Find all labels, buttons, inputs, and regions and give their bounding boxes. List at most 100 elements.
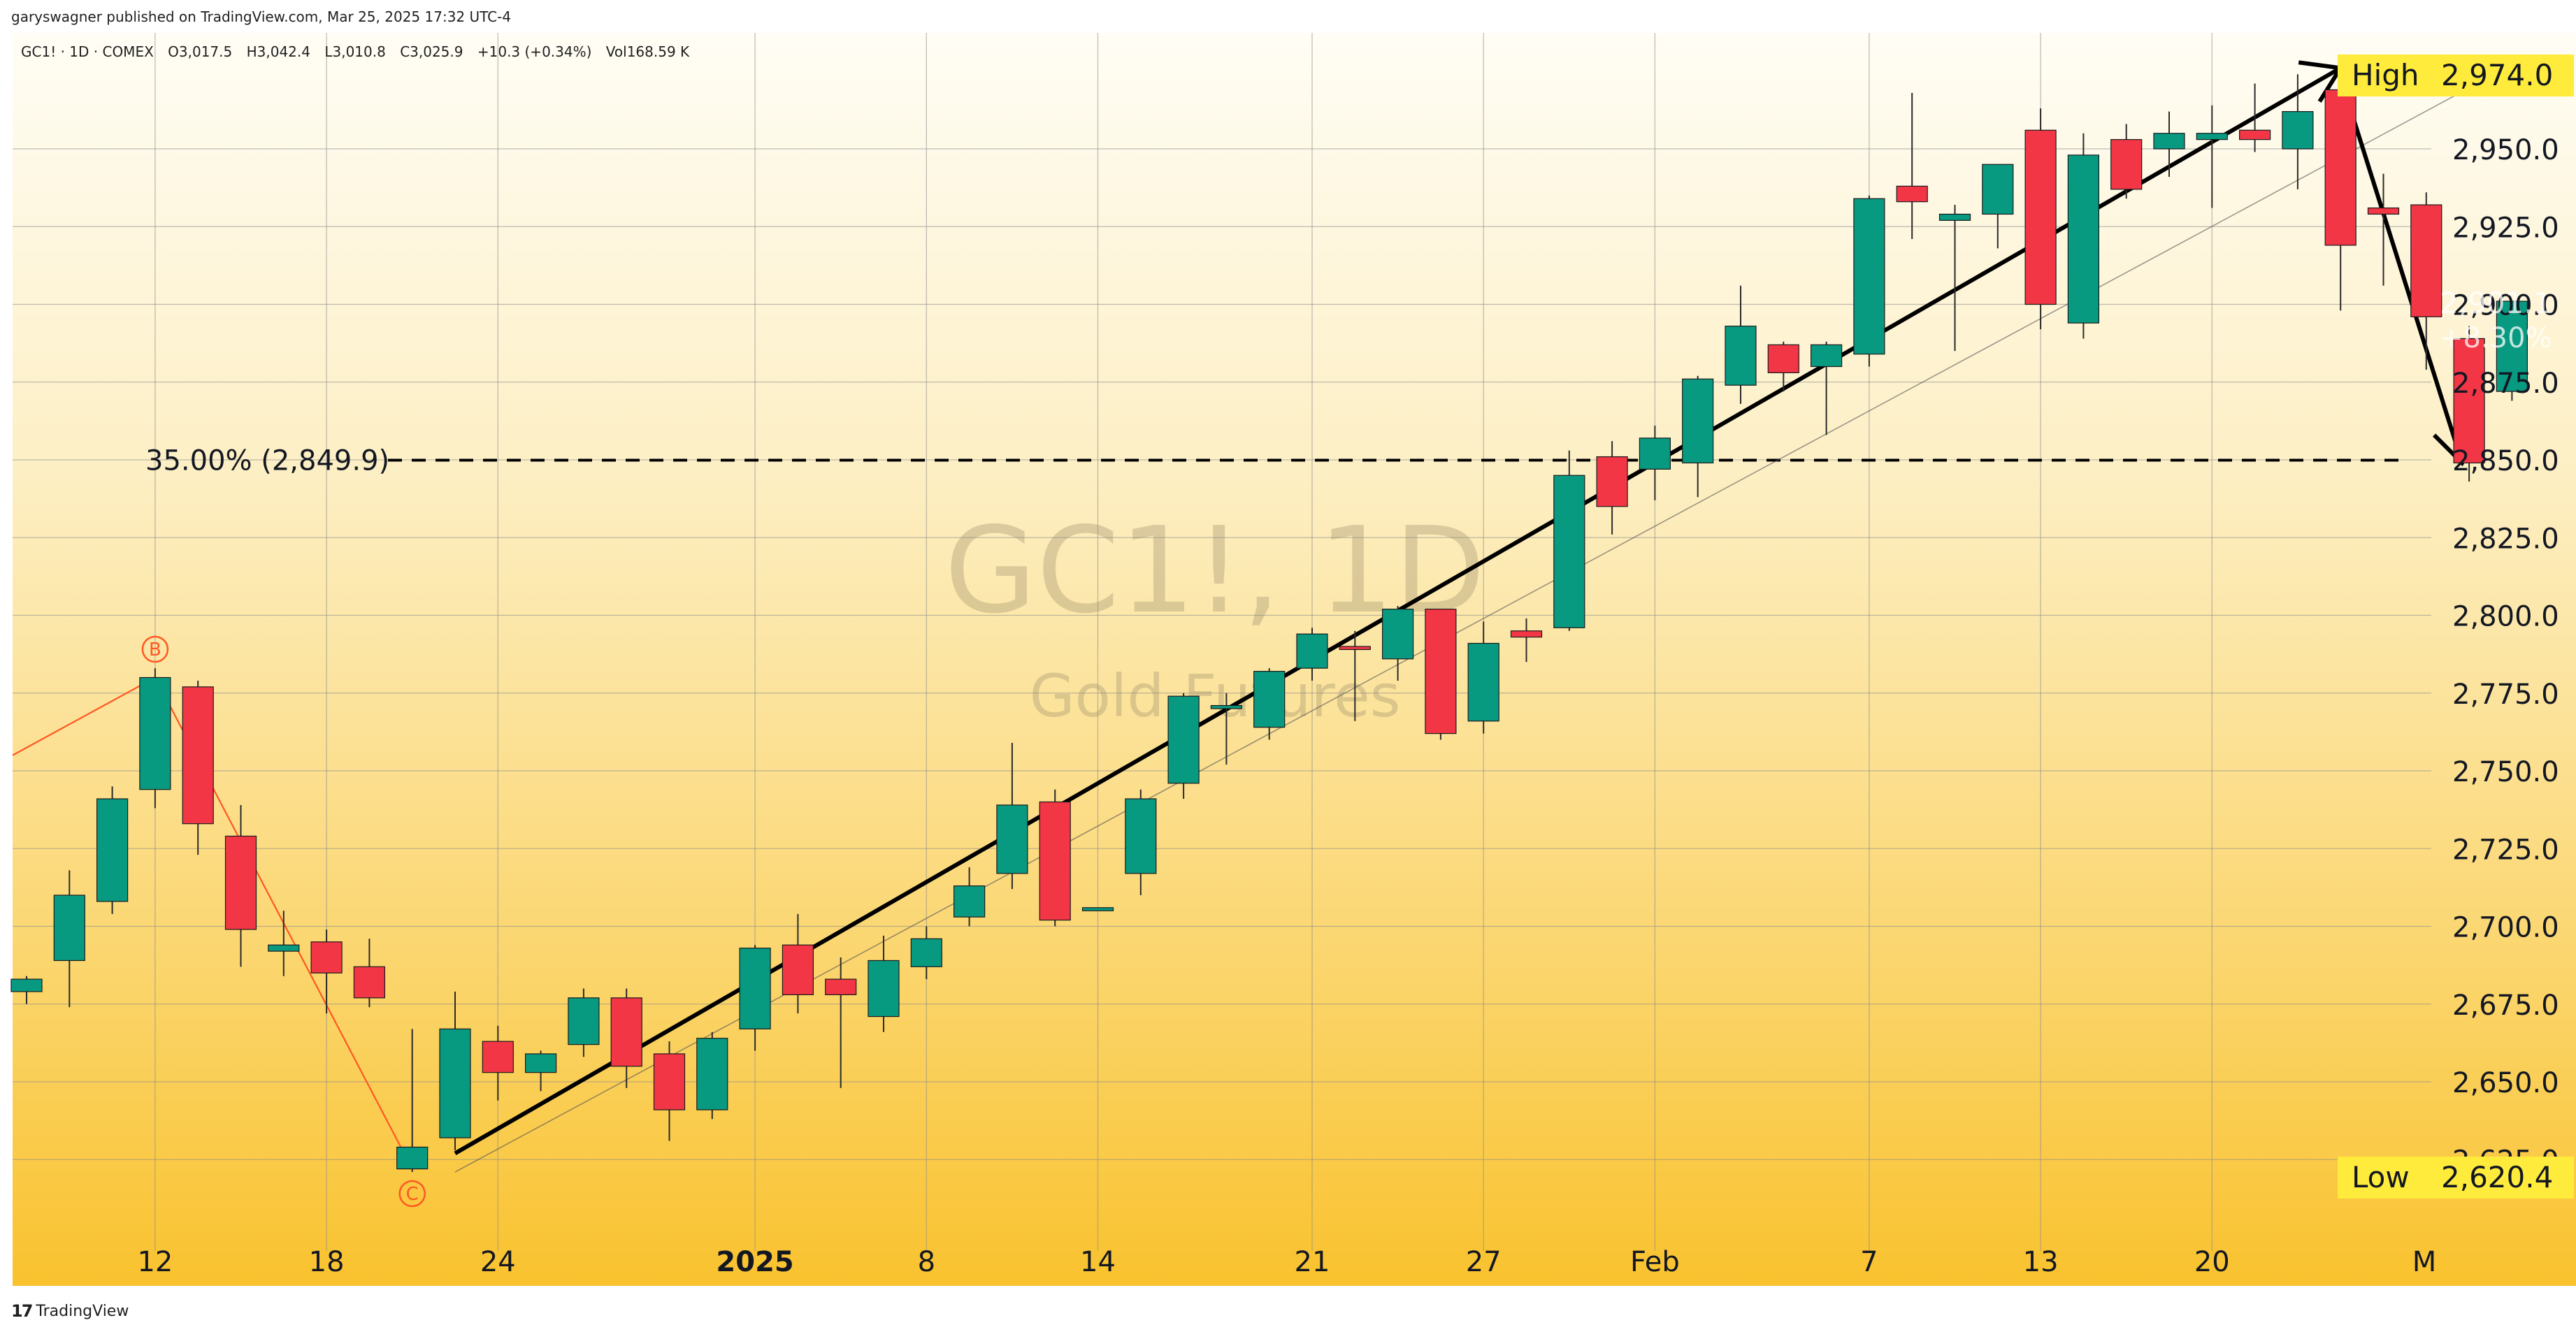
candle-body[interactable] <box>1210 704 1243 709</box>
candle-body[interactable] <box>1039 801 1071 921</box>
candle-body[interactable] <box>2453 338 2485 464</box>
candle-body[interactable] <box>610 997 642 1067</box>
candle-body[interactable] <box>182 686 214 825</box>
candle-body[interactable] <box>2239 129 2271 140</box>
price-tick-label: 2,875.0 <box>2452 368 2559 400</box>
change-value: +10.3 (+0.34%) <box>477 43 592 60</box>
candle-body[interactable] <box>310 941 343 973</box>
candle-body[interactable] <box>396 1146 429 1170</box>
candle-body[interactable] <box>1081 907 1114 911</box>
last-price-label: 2,901.1 <box>2440 286 2552 320</box>
candle-body[interactable] <box>910 938 942 967</box>
candle-body[interactable] <box>1425 608 1457 734</box>
price-tick-label: 2,675.0 <box>2452 990 2559 1022</box>
price-tick-label: 2,900.0 <box>2452 290 2559 322</box>
candle-body[interactable] <box>268 944 300 952</box>
candle-body[interactable] <box>1682 378 1714 464</box>
wave-point-b: B <box>149 639 161 660</box>
time-tick-label: 13 <box>2023 1246 2059 1278</box>
candle-body[interactable] <box>1339 646 1371 651</box>
candle-body[interactable] <box>1596 456 1628 507</box>
time-tick-label: 27 <box>1466 1246 1502 1278</box>
high-value: H3,042.4 <box>246 43 310 60</box>
open-value: O3,017.5 <box>168 43 233 60</box>
price-tick-label: 2,775.0 <box>2452 679 2559 711</box>
time-tick-label: 8 <box>918 1246 935 1278</box>
candle-body[interactable] <box>1510 630 1543 638</box>
candle-body[interactable] <box>2324 89 2356 246</box>
price-tick-label: 2,925.0 <box>2452 212 2559 244</box>
candle-body[interactable] <box>224 835 257 930</box>
candle-body[interactable] <box>1896 185 1928 203</box>
low-value: 2,620.4 <box>2441 1160 2553 1194</box>
candle-body[interactable] <box>996 804 1028 874</box>
candle-body[interactable] <box>696 1038 728 1110</box>
wave-point-b-circle <box>141 635 169 663</box>
candle-body[interactable] <box>10 978 43 992</box>
candle-body[interactable] <box>1725 326 1757 386</box>
candle-body[interactable] <box>653 1053 686 1110</box>
time-tick-label: 20 <box>2194 1246 2230 1278</box>
candle-body[interactable] <box>868 960 900 1018</box>
candle-body[interactable] <box>96 798 129 902</box>
candle-body[interactable] <box>439 1028 471 1138</box>
time-tick-label: M <box>2412 1246 2437 1278</box>
candle-body[interactable] <box>2282 111 2314 150</box>
candle-body[interactable] <box>2410 204 2442 317</box>
candle-body[interactable] <box>2153 133 2185 150</box>
candle-body[interactable] <box>1125 798 1157 874</box>
candle-body[interactable] <box>1253 670 1286 728</box>
volume-value: Vol168.59 K <box>605 43 690 60</box>
price-tick-label: 2,850.0 <box>2452 445 2559 477</box>
candle-body[interactable] <box>353 966 385 999</box>
candle-body[interactable] <box>2067 154 2099 324</box>
footer-brand[interactable]: TradingView <box>36 1302 129 1320</box>
wave-point-c-circle <box>398 1180 426 1208</box>
candle-body[interactable] <box>1853 198 1885 355</box>
candle-body[interactable] <box>1381 608 1414 660</box>
candle-body[interactable] <box>1167 695 1200 784</box>
footer: 17 TradingView <box>11 1301 129 1321</box>
price-tick-label: 2,800.0 <box>2452 601 2559 633</box>
time-tick-label: 24 <box>480 1246 516 1278</box>
candle-body[interactable] <box>1296 633 1328 669</box>
price-tick-label: 2,825.0 <box>2452 523 2559 555</box>
symbol-label[interactable]: GC1! · 1D · COMEX <box>21 43 154 60</box>
low-badge <box>2338 1157 2574 1199</box>
candle-body[interactable] <box>1553 475 1585 628</box>
time-tick-label: 2025 <box>716 1246 793 1278</box>
price-tick-label: 2,700.0 <box>2452 912 2559 944</box>
candle-body[interactable] <box>1982 164 2014 215</box>
candle-body[interactable] <box>2196 133 2228 140</box>
price-tick-label: 2,950.0 <box>2452 134 2559 166</box>
price-tick-label: 2,725.0 <box>2452 834 2559 866</box>
candle-body[interactable] <box>739 948 771 1029</box>
candle-body[interactable] <box>825 978 857 996</box>
candle-body[interactable] <box>2367 207 2400 215</box>
candle-body[interactable] <box>1767 344 1799 374</box>
tradingview-logo-icon[interactable]: 17 <box>11 1301 33 1321</box>
candle-body[interactable] <box>1639 437 1671 470</box>
last-change-label: +8.30% <box>2440 322 2552 354</box>
candle-body[interactable] <box>53 895 85 962</box>
price-axis[interactable] <box>2431 33 2576 1286</box>
candle-body[interactable] <box>524 1053 557 1073</box>
candle-body[interactable] <box>1938 213 1971 221</box>
time-tick-label: 12 <box>137 1246 173 1278</box>
low-value: L3,010.8 <box>324 43 386 60</box>
candle-body[interactable] <box>139 676 171 790</box>
candle-body[interactable] <box>1467 642 1499 722</box>
candle-body[interactable] <box>782 944 814 995</box>
price-tick-label: 2,650.0 <box>2452 1067 2559 1099</box>
candle-body[interactable] <box>2024 129 2057 305</box>
candle-body[interactable] <box>482 1041 514 1073</box>
high-value: 2,974.0 <box>2441 58 2553 92</box>
candle-body[interactable] <box>2496 301 2528 392</box>
candle-body[interactable] <box>1811 344 1843 368</box>
candle-body[interactable] <box>953 885 986 918</box>
fib-level-label: 35.00% (2,849.9) <box>145 444 389 477</box>
watermark-name: Gold Futures <box>1029 662 1400 730</box>
candle-body[interactable] <box>2110 139 2143 190</box>
candle-body[interactable] <box>568 997 600 1045</box>
